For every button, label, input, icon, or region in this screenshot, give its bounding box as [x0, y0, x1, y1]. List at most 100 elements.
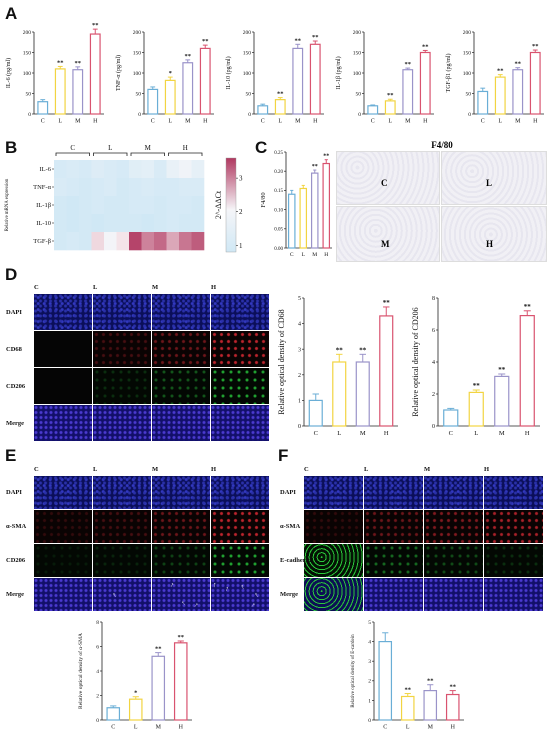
- ihc-label: C: [381, 178, 388, 188]
- x-tick-label: C: [41, 119, 45, 125]
- micrograph-cd206-c: [34, 544, 92, 577]
- y-tick-label: 1: [368, 698, 371, 704]
- y-tick-label: 200: [23, 30, 32, 36]
- y-tick-label: 50: [136, 91, 142, 97]
- x-tick-label: C: [151, 119, 155, 125]
- micrograph-dapi-m: [424, 476, 483, 509]
- y-tick-label: 150: [23, 50, 32, 56]
- group-label: L: [108, 144, 112, 152]
- bar-C: [443, 409, 459, 427]
- group-label: C: [70, 144, 75, 152]
- micrograph-merge-h: ↑ ↑ ↑ ↑ ↑: [211, 578, 269, 611]
- significance-label: **: [185, 53, 192, 60]
- panel-label-c: C: [255, 138, 268, 157]
- heatmap-row-label: TNF-α: [33, 184, 51, 191]
- x-tick-label: H: [384, 430, 389, 437]
- heatmap-cell: [166, 160, 180, 179]
- micrograph--sma-h: [211, 510, 269, 543]
- heatmap-cell: [104, 214, 117, 233]
- micrograph-merge-l: [364, 578, 423, 611]
- y-tick-label: 0: [138, 112, 141, 118]
- group-bracket: [168, 152, 203, 156]
- significance-label: **: [202, 38, 209, 45]
- micrograph--sma-h: [484, 510, 543, 543]
- bar-L: [400, 695, 415, 721]
- column-label: M: [152, 466, 159, 473]
- column-label: H: [211, 284, 217, 291]
- y-tick-label: 0.05: [274, 228, 283, 233]
- bar-M: [402, 69, 414, 115]
- micrograph--sma-c: [304, 510, 363, 543]
- heatmap-cell: [179, 178, 192, 197]
- asma-bar-chart: 0 2 4 6 8 C * L ** M ** H Relative optical density o…: [77, 620, 192, 731]
- heatmap-cell: [66, 214, 80, 233]
- heatmap-cell: [191, 160, 205, 179]
- significance-label: **: [312, 34, 319, 41]
- micrograph-dapi-l: [93, 294, 151, 330]
- bar-M: [292, 47, 304, 115]
- x-tick-label: C: [290, 252, 294, 258]
- column-label: C: [304, 466, 309, 473]
- x-tick-label: L: [406, 725, 410, 731]
- bar-C: [106, 707, 121, 721]
- y-tick-label: 100: [463, 71, 472, 77]
- ihc-image-m: M: [336, 206, 440, 262]
- significance-label: **: [405, 61, 412, 68]
- bar-L: [384, 100, 396, 115]
- row-label: E-cadherin: [280, 557, 312, 564]
- bar-C: [367, 105, 379, 115]
- bar-L: [54, 68, 66, 115]
- heatmap-cell: [91, 178, 105, 197]
- y-tick-label: 5: [368, 620, 371, 626]
- y-tick-label: 5: [298, 296, 301, 302]
- heatmap-cell: [191, 196, 205, 215]
- bar-M: [512, 69, 524, 115]
- ecadherin-bar-chart: 0 1 2 3 4 5 C ** L ** M ** H Relative optical density…: [351, 620, 464, 731]
- x-tick-label: C: [449, 430, 453, 437]
- bar-M: [72, 69, 84, 115]
- bar-H: [379, 315, 394, 427]
- significance-label: **: [515, 61, 522, 68]
- colorbar-tick-label: 3: [239, 175, 243, 183]
- colorbar: [225, 157, 237, 253]
- f480-bar-chart: 0.00 0.05 0.10 0.15 0.20 0.25 C L ** M ** H F4/80: [260, 151, 332, 258]
- y-tick-label: 0: [432, 424, 435, 430]
- y-tick-label: 0: [468, 112, 471, 118]
- micrograph-dapi-c: [34, 476, 92, 509]
- bar-H: [309, 43, 321, 115]
- micrograph-merge-l: [93, 405, 151, 441]
- x-tick-label: L: [337, 430, 341, 437]
- heatmap-cell: [116, 232, 130, 251]
- y-axis-label: Relative optical density of E-cardein: [351, 634, 356, 708]
- x-tick-label: L: [498, 119, 502, 125]
- bar-H: [529, 51, 541, 115]
- heatmap-cell: [91, 232, 105, 251]
- y-tick-label: 0.00: [274, 247, 283, 252]
- heatmap-cell: [116, 160, 130, 179]
- bar-L: [164, 79, 176, 115]
- x-tick-label: H: [533, 119, 538, 125]
- bar-H: [199, 47, 211, 115]
- column-label: L: [364, 466, 369, 473]
- heatmap-cell: [179, 214, 192, 233]
- significance-label: **: [92, 22, 99, 29]
- bar-M: [355, 361, 370, 427]
- group-bracket: [93, 152, 128, 156]
- row-label: Merge: [6, 591, 25, 598]
- heatmap-cell: [129, 178, 142, 197]
- micrograph-cd206-m: [152, 368, 210, 404]
- micrograph-merge-c: [304, 578, 363, 611]
- micrograph--sma-l: [364, 510, 423, 543]
- y-tick-label: 3: [298, 347, 301, 353]
- heatmap-cell: [116, 214, 130, 233]
- micrograph-merge-m: [424, 578, 483, 611]
- y-tick-label: 8: [96, 620, 99, 626]
- micrograph--sma-l: [93, 510, 151, 543]
- micrograph-cd206-l: [93, 544, 151, 577]
- significance-label: **: [359, 346, 367, 354]
- heatmap-cell: [179, 232, 192, 251]
- y-tick-label: 1: [298, 399, 301, 405]
- heatmap-cell: [129, 160, 142, 179]
- bar-M: [151, 655, 166, 721]
- x-tick-label: H: [525, 430, 530, 437]
